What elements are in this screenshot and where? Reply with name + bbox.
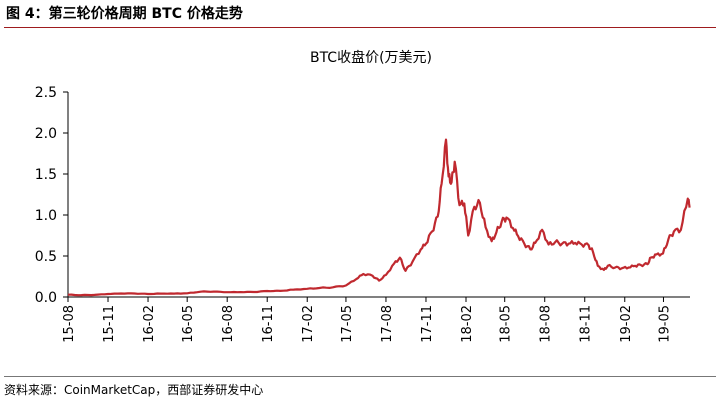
x-tick-label: 19-05	[657, 305, 672, 343]
source-rule	[4, 376, 716, 377]
figure-title: 图 4：第三轮价格周期 BTC 价格走势	[6, 6, 243, 22]
y-tick-label: 0.5	[35, 249, 57, 265]
chart-title: BTC收盘价(万美元)	[310, 49, 432, 66]
plot-area	[67, 138, 691, 297]
x-tick-label: 15-11	[102, 305, 117, 343]
y-tick-label: 1.5	[35, 167, 57, 183]
x-tick-label: 18-02	[460, 305, 475, 343]
x-tick-label: 16-11	[261, 305, 276, 343]
x-tick-label: 17-02	[301, 305, 316, 343]
x-tick-label: 19-02	[619, 305, 634, 343]
x-tick-label: 18-11	[579, 305, 594, 343]
title-rule	[4, 27, 716, 28]
btc-price-line	[67, 138, 691, 297]
y-tick-label: 1.0	[35, 208, 57, 224]
x-tick-label: 18-05	[499, 305, 514, 343]
x-tick-label: 17-11	[420, 305, 435, 343]
x-tick-label: 17-05	[340, 305, 355, 343]
source-note: 资料来源：CoinMarketCap，西部证券研发中心	[4, 383, 264, 397]
x-tick-label: 16-02	[142, 305, 157, 343]
y-tick-label: 0.0	[35, 290, 57, 306]
x-tick-label: 18-08	[539, 305, 554, 343]
x-tick-label: 15-08	[62, 305, 77, 343]
x-tick-label: 16-05	[181, 305, 196, 343]
y-tick-label: 2.0	[35, 126, 57, 142]
x-tick-label: 16-08	[221, 305, 236, 343]
y-tick-label: 2.5	[35, 85, 57, 101]
y-axis: 0.0 0.5 1.0 1.5 2.0 2.5	[35, 85, 69, 306]
x-tick-label: 17-08	[380, 305, 395, 343]
x-axis: 15-08 15-11 16-02 16-05 16-08 16-11 17-02 17-05…	[62, 296, 690, 343]
